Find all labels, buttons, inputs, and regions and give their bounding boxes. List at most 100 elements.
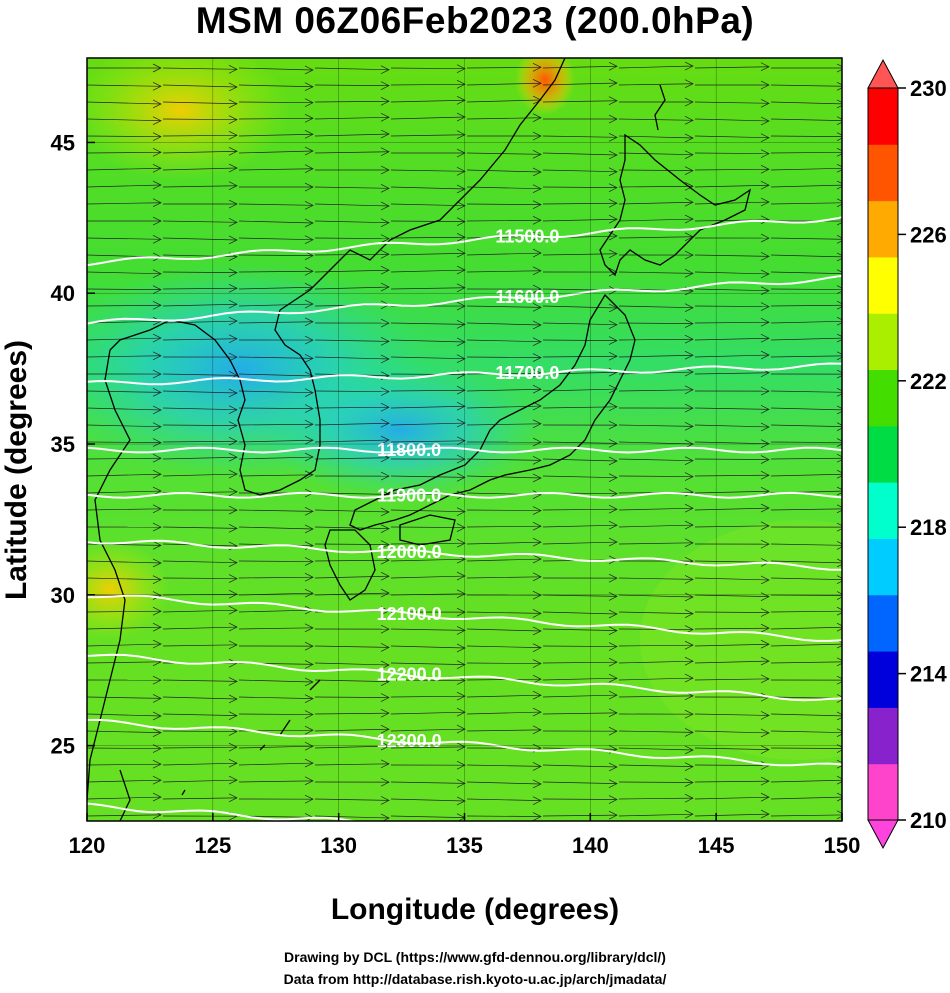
wind-arrow-head [304,388,314,398]
wind-arrow-head [456,354,466,364]
contour-label: 12000.0 [377,542,442,562]
wind-arrow-head [228,640,238,650]
wind-arrow [770,407,842,411]
wind-arrow-head [532,473,542,483]
wind-arrow-head [304,710,314,719]
wind-arrow [542,594,618,597]
wind-arrow-head [836,486,842,496]
wind-arrow [238,237,314,241]
wind-arrow [466,628,542,632]
wind-arrow-head [608,520,618,530]
wind-arrow-head [456,217,466,226]
wind-arrow-head [836,469,842,479]
wind-arrow [618,594,694,598]
wind-arrow-head [456,742,466,752]
wind-arrow-head [760,197,770,207]
wind-arrow-head [380,555,390,565]
wind-arrow [390,116,466,120]
wind-arrow-head [380,796,390,805]
wind-arrow-head [380,777,390,787]
wind-arrow-head [456,385,466,395]
wind-arrow [466,99,542,103]
wind-arrow [694,201,770,205]
wind-arrow-head [760,99,770,108]
wind-arrow [466,458,542,461]
wind-arrow-head [456,507,466,516]
wind-arrow-head [304,164,314,174]
wind-arrow-head [152,116,162,126]
wind-arrow-head [684,538,694,548]
wind-arrow [238,576,314,579]
wind-arrow-head [152,422,162,432]
wind-arrow-head [380,507,390,517]
wind-arrow [87,84,162,87]
wind-arrow [87,151,162,154]
wind-arrow [238,713,314,715]
wind-arrow [466,611,542,614]
wind-arrow-head [228,758,238,768]
wind-arrow-head [532,266,542,276]
wind-arrow [87,457,162,460]
wind-arrow [694,627,770,630]
wind-arrow-head [152,775,162,785]
wind-arrow [770,661,842,664]
wind-arrow-head [380,660,390,670]
coastline-sakhalin [654,84,666,131]
wind-arrow-head [760,792,770,802]
wind-arrow-head [532,554,542,564]
wind-arrow [618,338,694,341]
colorbar-band [868,313,898,371]
wind-arrow-head [684,350,694,360]
wind-arrow [162,526,238,529]
wind-arrow-head [532,320,542,330]
wind-arrow [314,203,390,207]
wind-arrow [542,764,618,768]
wind-arrow [618,424,694,427]
wind-arrow-head [380,147,390,157]
wind-arrow [314,356,390,360]
wind-arrow-head [228,388,238,398]
wind-arrow [542,798,618,800]
wind-arrow-head [836,116,842,126]
colorbar-tick-label: 222 [910,369,947,394]
contour-label: 11500.0 [495,227,559,247]
coastline-russia [279,58,566,311]
wind-arrow-head [532,184,542,194]
wind-arrow [770,355,842,358]
wind-arrow-head [228,199,238,209]
wind-arrow [466,117,542,120]
wind-arrow [238,168,314,171]
wind-arrow-head [608,96,618,106]
wind-arrow [694,372,770,375]
wind-arrow [466,305,542,308]
wind-arrow [466,475,542,479]
wind-arrow-head [228,146,238,156]
wind-arrow [314,116,390,120]
wind-arrow [466,372,542,375]
wind-arrow-head [532,762,542,771]
y-axis-label: Latitude (degrees) [0,339,33,601]
wind-arrow [542,541,618,545]
wind-arrow [694,305,770,307]
wind-arrow [390,781,466,784]
wind-arrow [466,558,542,562]
wind-arrow-head [836,235,842,244]
wind-arrow-head [152,575,162,584]
wind-arrow [694,507,770,511]
contour-label: 12100.0 [377,604,442,624]
wind-arrow-head [456,201,466,211]
wind-arrow [238,762,314,766]
wind-arrow-head [836,285,842,294]
wind-arrow [542,371,618,375]
wind-arrow [466,339,542,343]
wind-arrow-head [684,592,694,602]
wind-arrow-head [152,438,162,447]
wind-arrow-head [456,538,466,548]
wind-arrow [87,288,162,290]
wind-arrow-head [836,775,842,785]
wind-arrow-head [228,775,238,785]
wind-arrow-head [836,759,842,769]
wind-arrow-head [304,507,314,516]
wind-arrow-head [380,693,390,702]
wind-arrow-head [836,405,842,415]
